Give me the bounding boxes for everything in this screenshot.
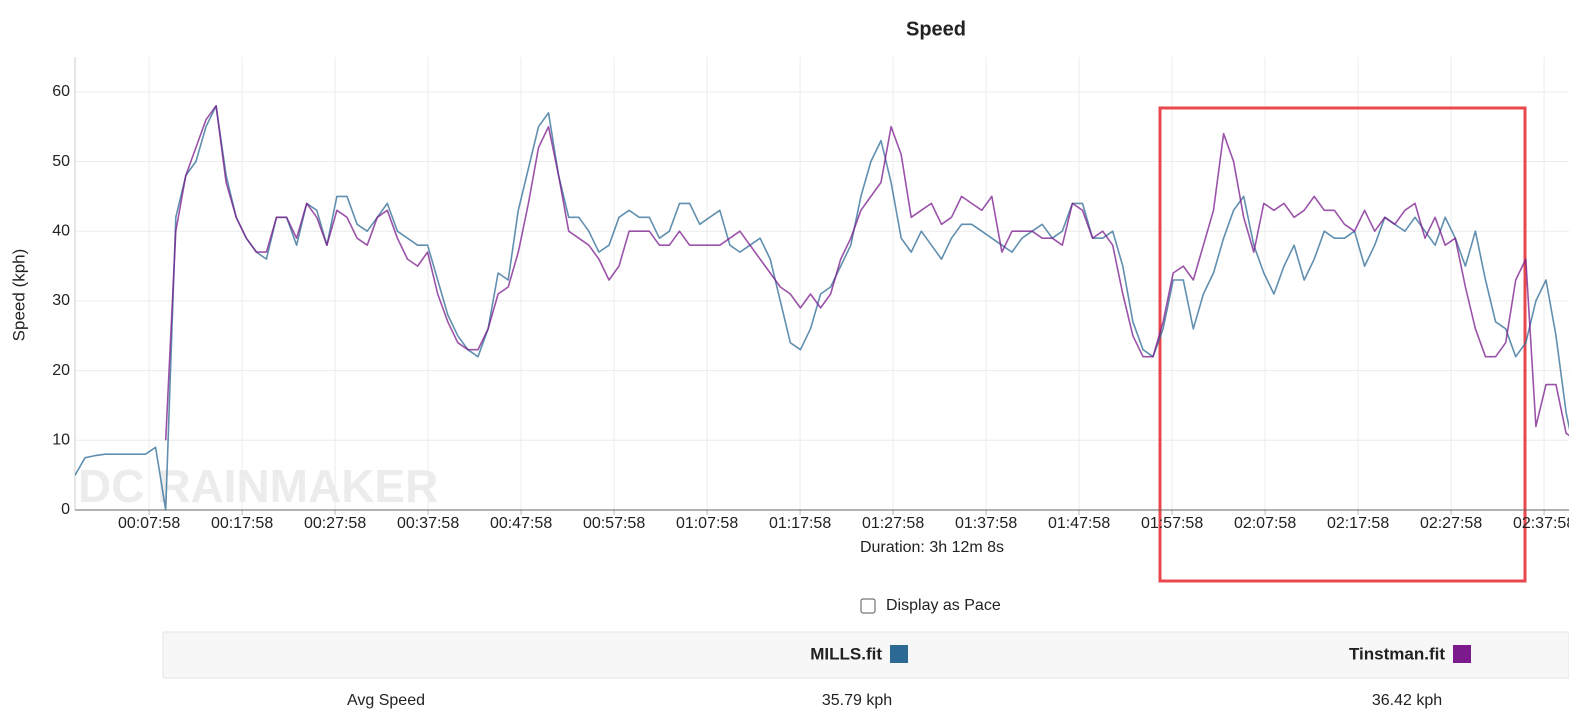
- y-axis-label: Speed (kph): [9, 249, 28, 342]
- plot-area: [75, 105, 1569, 510]
- x-tick-label: 00:37:58: [397, 515, 459, 532]
- x-tick-label: 02:27:58: [1420, 515, 1482, 532]
- x-tick-label: 01:17:58: [769, 515, 831, 532]
- y-tick-label: 30: [52, 292, 70, 309]
- row-label: Avg Speed: [347, 692, 425, 709]
- checkbox-label[interactable]: Display as Pace: [886, 597, 1001, 614]
- x-tick-label: 02:17:58: [1327, 515, 1389, 532]
- x-axis-label: Duration: 3h 12m 8s: [860, 539, 1004, 556]
- y-tick-label: 50: [52, 153, 70, 170]
- table-cell: 35.79 kph: [822, 692, 892, 709]
- y-tick-label: 60: [52, 83, 70, 100]
- column-header: MILLS.fit: [810, 644, 882, 663]
- x-tick-label: 00:57:58: [583, 515, 645, 532]
- chart-title: Speed: [906, 18, 966, 40]
- x-tick-label: 02:07:58: [1234, 515, 1296, 532]
- x-tick-label: 01:57:58: [1141, 515, 1203, 532]
- x-tick-label: 00:27:58: [304, 515, 366, 532]
- table-header: [162, 631, 1569, 679]
- watermark: DC RAINMAKER: [78, 460, 438, 512]
- checkbox[interactable]: [860, 598, 876, 614]
- x-tick-label: 00:47:58: [490, 515, 552, 532]
- x-tick-label: 01:47:58: [1048, 515, 1110, 532]
- legend-swatch: [890, 645, 908, 663]
- x-tick-label: 01:07:58: [676, 515, 738, 532]
- column-header: Tinstman.fit: [1349, 644, 1445, 663]
- y-tick-label: 0: [61, 501, 70, 518]
- series-line: [75, 105, 1569, 510]
- y-tick-label: 20: [52, 362, 70, 379]
- x-tick-label: 02:37:58: [1513, 515, 1569, 532]
- legend-swatch: [1453, 645, 1471, 663]
- x-tick-label: 01:37:58: [955, 515, 1017, 532]
- y-tick-label: 10: [52, 432, 70, 449]
- series-line: [164, 105, 1569, 441]
- x-tick-label: 00:17:58: [211, 515, 273, 532]
- y-tick-label: 40: [52, 222, 70, 239]
- x-tick-label: 01:27:58: [862, 515, 924, 532]
- x-tick-label: 00:07:58: [118, 515, 180, 532]
- table-cell: 36.42 kph: [1372, 692, 1442, 709]
